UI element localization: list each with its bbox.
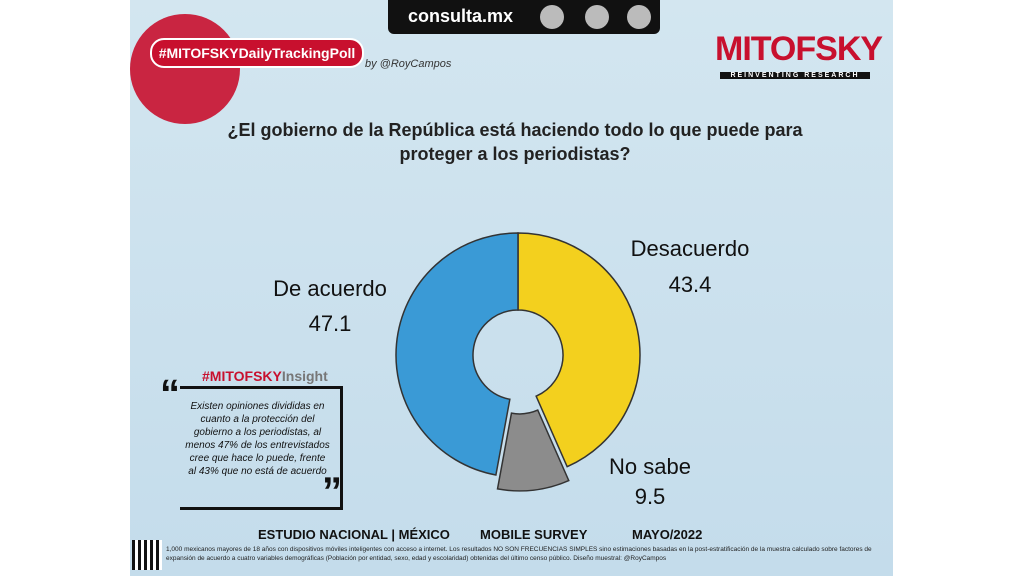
slice-value: 47.1 (309, 311, 352, 336)
brand-tagline: REINVENTING RESEARCH (720, 72, 870, 79)
badge-circle (130, 14, 240, 124)
insight-word: Insight (281, 368, 328, 384)
question: ¿El gobierno de la República está hacien… (227, 120, 803, 164)
byline: by @RoyCampos (365, 58, 452, 70)
brand: MITOFSKY (715, 30, 883, 68)
qr-code (132, 540, 162, 570)
insight-text: Existen opiniones divididas en cuanto a … (185, 401, 330, 477)
facebook-icon[interactable] (585, 5, 609, 29)
slice-value: 9.5 (635, 484, 666, 509)
insight-brand: #MITOFSKY (202, 368, 282, 384)
donut-slice (395, 232, 519, 476)
insight-tag: #MITOFSKYInsight (202, 368, 328, 384)
hashtag: #MITOFSKYDailyTrackingPoll (150, 38, 364, 68)
slice-label: No sabe (609, 454, 691, 479)
slice-label: De acuerdo (273, 276, 387, 301)
chart: Desacuerdo 43.4 No sabe 9.5 De acuerdo 47.1 (273, 232, 750, 509)
youtube-icon[interactable] (627, 5, 651, 29)
quote-close: ” (322, 470, 342, 514)
quote-open: “ (160, 372, 180, 416)
footnote: 1,000 mexicanos mayores de 18 años con d… (166, 546, 872, 562)
donut-slice (496, 409, 570, 492)
site-link[interactable]: consulta.mx (408, 6, 514, 26)
infographic: consulta.mx #MITOFSKYDailyTrackingPoll b… (130, 0, 893, 576)
slice-value: 43.4 (669, 272, 712, 297)
insight-box (180, 386, 343, 510)
study: ESTUDIO NACIONAL | MÉXICO (258, 527, 450, 542)
twitter-icon[interactable] (540, 5, 564, 29)
donut-slice (517, 232, 641, 468)
slice-label: Desacuerdo (631, 236, 750, 261)
date: MAYO/2022 (632, 527, 703, 542)
top-bar (388, 0, 660, 34)
method: MOBILE SURVEY (480, 527, 588, 542)
